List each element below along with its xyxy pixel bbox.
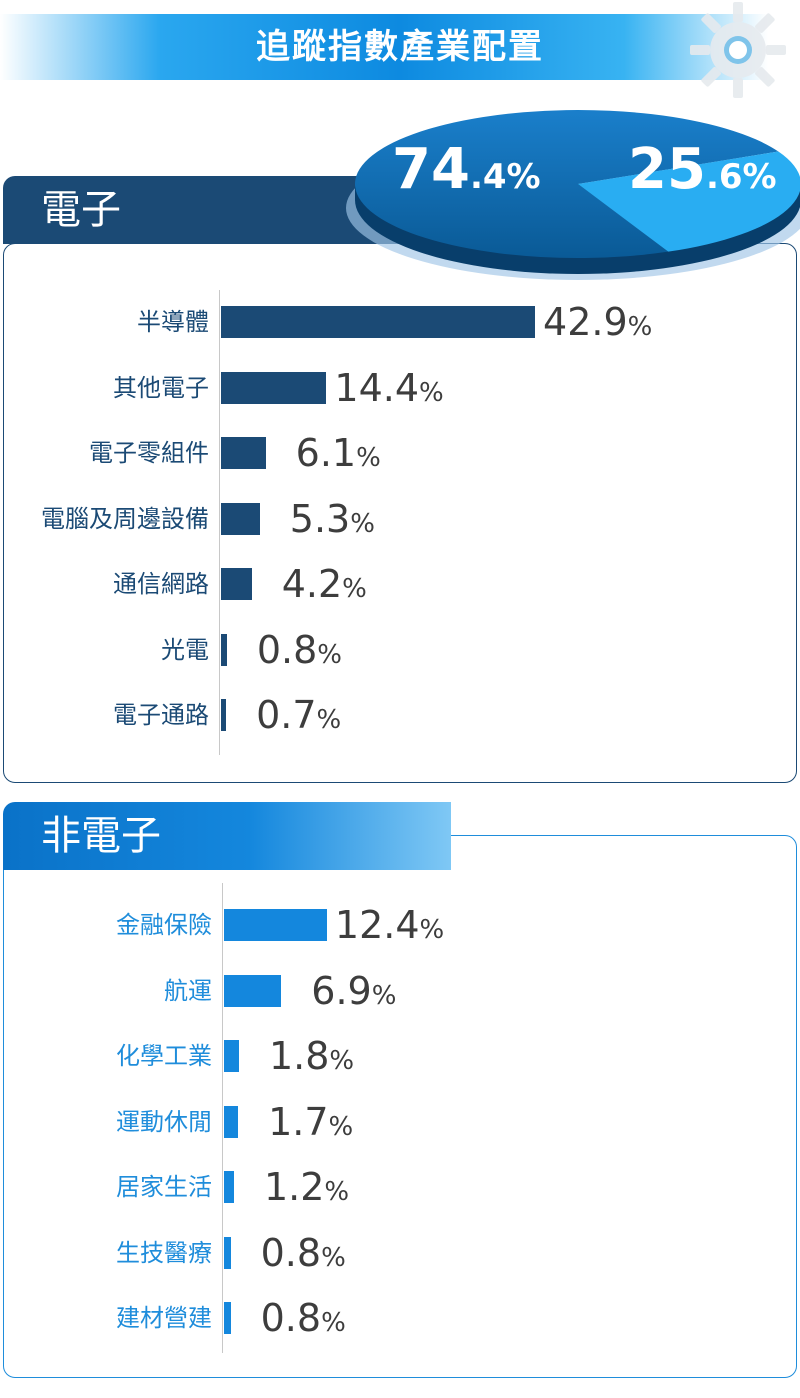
category-label: 其他電子 (113, 373, 209, 402)
category-label: 金融保險 (116, 911, 212, 939)
category-label: 光電 (161, 635, 209, 664)
value-label: 42.9% (543, 300, 653, 344)
category-label: 電腦及周邊設備 (41, 504, 209, 533)
bar (224, 974, 282, 1007)
value-label: 5.3% (289, 496, 375, 541)
value-label: 6.9% (311, 968, 397, 1013)
bar (224, 1236, 231, 1269)
value-label: 1.8% (268, 1034, 355, 1078)
category-label: 生技醫療 (116, 1238, 212, 1267)
bar (221, 437, 266, 469)
category-label: 建材營建 (116, 1304, 212, 1332)
category-label: 居家生活 (116, 1173, 212, 1201)
category-label: 化學工業 (116, 1042, 212, 1070)
bar (224, 1105, 239, 1138)
bar (224, 1302, 231, 1334)
category-label: 電子零組件 (89, 439, 209, 467)
non-electronics-section-title: 非電子 (3, 802, 451, 870)
electronics-axis-line (219, 290, 220, 755)
value-label: 14.4% (334, 365, 444, 410)
bar (224, 1171, 234, 1203)
pie-slice-electronics (355, 110, 779, 259)
page-title: 追蹤指數產業配置 (256, 27, 544, 67)
value-label: 1.7% (268, 1099, 354, 1144)
bar (221, 699, 227, 731)
bar (224, 1040, 239, 1072)
pie-label-non-electronics: 25.6% (628, 137, 777, 202)
value-label: 4.2% (281, 562, 367, 606)
bar (221, 633, 227, 666)
value-label: 12.4% (334, 903, 445, 947)
value-label: 0.8% (260, 1296, 346, 1340)
value-label: 6.1% (295, 431, 381, 475)
value-label: 0.8% (256, 627, 342, 672)
value-label: 1.2% (263, 1165, 350, 1209)
value-label: 0.8% (260, 1230, 346, 1275)
non-electronics-axis-line (222, 883, 223, 1353)
gear-icon (690, 2, 786, 98)
title-banner (0, 14, 800, 80)
allocation-pie-chart (346, 110, 800, 280)
pie-label-electronics: 74.4% (392, 137, 541, 202)
bar (221, 568, 252, 600)
category-label: 電子通路 (113, 701, 209, 729)
category-label: 半導體 (137, 308, 209, 336)
pie-slice-non-electronics (578, 151, 800, 252)
bar (221, 306, 536, 338)
bar (221, 371, 327, 404)
value-label: 0.7% (256, 693, 342, 737)
bar (221, 502, 260, 535)
category-label: 運動休閒 (116, 1107, 212, 1136)
pie-top (355, 110, 800, 259)
category-label: 航運 (164, 976, 212, 1005)
electronics-section-title: 電子 (3, 176, 403, 244)
category-label: 通信網路 (113, 570, 209, 598)
bar (224, 909, 327, 941)
